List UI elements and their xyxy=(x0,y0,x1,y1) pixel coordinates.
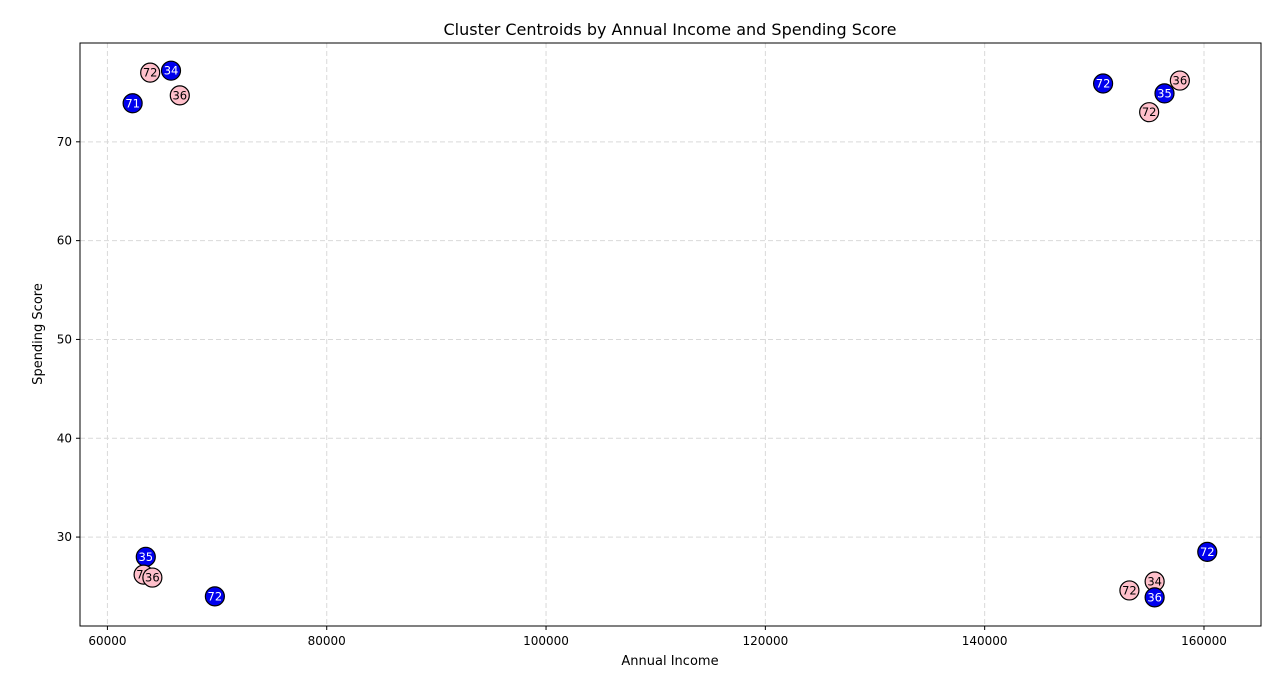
x-tick-label: 80000 xyxy=(308,634,346,648)
data-point-label: 72 xyxy=(1096,77,1111,91)
data-point-label: 35 xyxy=(1157,86,1172,100)
data-point-label: 72 xyxy=(1142,105,1157,119)
data-point: 36 xyxy=(1144,587,1165,608)
data-point-marker xyxy=(169,85,190,106)
data-point-marker xyxy=(1197,541,1218,562)
data-point-label: 36 xyxy=(145,571,160,585)
data-point: 72 xyxy=(204,586,225,607)
data-point-label: 36 xyxy=(1173,74,1188,88)
x-axis-ticks: 60000 80000 100000 120000 140000 160000 xyxy=(88,626,1227,648)
data-point: 71 xyxy=(122,93,143,114)
data-point-label: 72 xyxy=(208,589,223,603)
data-point: 36 xyxy=(169,85,190,106)
data-point-marker xyxy=(1139,102,1160,123)
y-axis-ticks: 30 40 50 60 70 xyxy=(57,135,80,544)
y-tick-label: 30 xyxy=(57,530,72,544)
data-point-label: 72 xyxy=(143,66,158,80)
grid-lines xyxy=(80,43,1261,626)
y-tick-label: 50 xyxy=(57,332,72,346)
plot-area-frame xyxy=(79,42,1262,627)
x-tick-label: 120000 xyxy=(742,634,788,648)
data-point-marker xyxy=(160,60,182,81)
y-tick-label: 60 xyxy=(57,234,72,248)
x-tick-label: 100000 xyxy=(523,634,569,648)
data-point: 72 xyxy=(1092,73,1114,94)
y-axis-label: Spending Score xyxy=(31,283,46,385)
data-point-label: 34 xyxy=(164,64,179,78)
data-point-label: 35 xyxy=(138,550,153,564)
y-tick-label: 40 xyxy=(57,431,72,445)
data-point-marker xyxy=(142,567,163,588)
data-point-marker xyxy=(122,93,143,114)
data-point: 36 xyxy=(1169,70,1190,91)
data-point: 72 xyxy=(140,62,161,83)
data-point-label: 34 xyxy=(1147,575,1162,589)
data-point: 72 xyxy=(1119,580,1140,601)
data-point: 72 xyxy=(1139,102,1160,123)
data-point-marker xyxy=(1154,83,1175,104)
data-point: 35 xyxy=(135,546,156,567)
data-point-label: 36 xyxy=(172,88,187,102)
data-point-marker xyxy=(1144,587,1165,608)
chart-title: Cluster Centroids by Annual Income and S… xyxy=(444,20,897,39)
data-point: 36 xyxy=(142,567,163,588)
x-tick-label: 60000 xyxy=(88,634,126,648)
data-point-marker xyxy=(1092,73,1114,94)
data-point: 72 xyxy=(1197,541,1218,562)
data-point: 35 xyxy=(1154,83,1175,104)
data-point-marker xyxy=(1119,580,1140,601)
data-point-label: 36 xyxy=(1147,590,1162,604)
data-point-marker xyxy=(140,62,161,83)
data-points: 72347136723635723572367272347236 xyxy=(122,60,1218,608)
data-point-label: 72 xyxy=(1200,545,1215,559)
x-axis-label: Annual Income xyxy=(621,654,718,669)
data-point-marker xyxy=(1169,70,1190,91)
data-point-label: 72 xyxy=(1122,583,1137,597)
data-point-label: 71 xyxy=(125,96,140,110)
y-tick-label: 70 xyxy=(57,135,72,149)
x-tick-label: 140000 xyxy=(962,634,1008,648)
data-point: 34 xyxy=(160,60,182,81)
x-tick-label: 160000 xyxy=(1181,634,1227,648)
data-point-marker xyxy=(204,586,225,607)
